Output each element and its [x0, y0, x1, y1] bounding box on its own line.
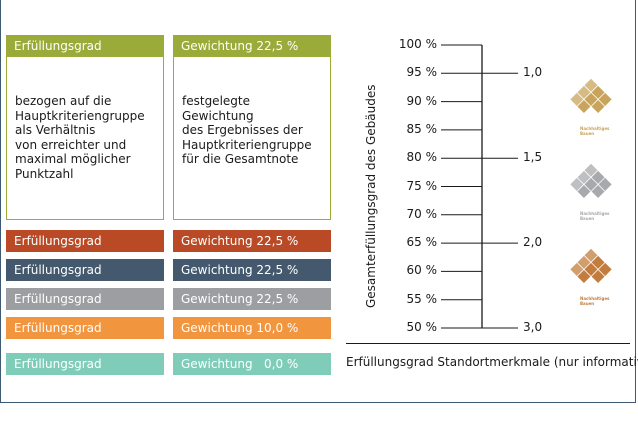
row-5-erfuellungsgrad: Erfüllungsgrad: [6, 353, 164, 375]
footer-divider: [346, 343, 630, 344]
row-1-erfuellungsgrad: Erfüllungsgrad: [6, 230, 164, 252]
description-gewichtung: festgelegte Gewichtung des Ergebnisses d…: [173, 57, 331, 220]
tick-label: 100 %: [398, 37, 437, 51]
row-3-erfuellungsgrad: Erfüllungsgrad: [6, 288, 164, 310]
header-erfuellungsgrad: Erfüllungsgrad: [6, 35, 164, 57]
header-gewichtung: Gewichtung 22,5 %: [173, 35, 331, 57]
figure-frame: [0, 0, 636, 403]
logo-silver-icon: Nachhaltiges Bauen: [560, 160, 622, 230]
grade-label: 2,0: [523, 235, 543, 250]
row-4-erfuellungsgrad: Erfüllungsgrad: [6, 317, 164, 339]
grade-label: 1,0: [523, 65, 543, 80]
logo-caption: Nachhaltiges Bauen: [580, 126, 610, 136]
grade-label: 3,0: [523, 320, 543, 334]
y-axis-title: Gesamterfüllungsgrad des Gebäudes: [364, 84, 378, 309]
description-erfuellungsgrad: bezogen auf die Hauptkriteriengruppe als…: [6, 57, 164, 220]
tick-label: 80 %: [406, 150, 438, 165]
logo-caption: Nachhaltiges Bauen: [580, 211, 610, 221]
tick-label: 55 %: [406, 291, 438, 306]
row-3-gewichtung: Gewichtung 22,5 %: [173, 288, 331, 310]
footer-text: Erfüllungsgrad Standortmerkmale (nur inf…: [346, 355, 638, 369]
logo-gold-icon: Nachhaltiges Bauen: [560, 75, 622, 145]
tick-label: 60 %: [406, 263, 438, 278]
tick-label: 75 %: [406, 178, 438, 193]
tick-label: 95 %: [406, 65, 438, 80]
grade-label: 1,5: [523, 150, 543, 165]
tick-label: 90 %: [406, 93, 438, 108]
row-5-gewichtung: Gewichtung 0,0 %: [173, 353, 331, 375]
row-4-gewichtung: Gewichtung 10,0 %: [173, 317, 331, 339]
tick-label: 50 %: [406, 320, 438, 334]
description-text-left: bezogen auf die Hauptkriteriengruppe als…: [15, 94, 145, 181]
logo-caption: Nachhaltiges Bauen: [580, 296, 610, 306]
logo-bronze-icon: Nachhaltiges Bauen: [560, 245, 622, 315]
row-1-gewichtung: Gewichtung 22,5 %: [173, 230, 331, 252]
tick-label: 65 %: [406, 235, 438, 250]
tick-label: 70 %: [406, 206, 438, 221]
row-2-erfuellungsgrad: Erfüllungsgrad: [6, 259, 164, 281]
tick-label: 85 %: [406, 121, 438, 136]
description-text-right: festgelegte Gewichtung des Ergebnisses d…: [182, 94, 312, 166]
row-2-gewichtung: Gewichtung 22,5 %: [173, 259, 331, 281]
